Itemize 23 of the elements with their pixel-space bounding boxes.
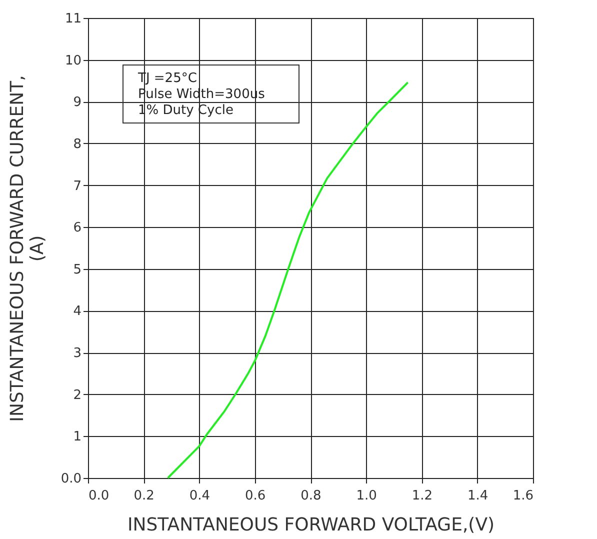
y-tick-label: 11 [64,12,82,26]
y-axis-title: INSTANTANEOUS FORWARD CURRENT, (A) [6,75,48,422]
x-tick-label: 1.0 [356,488,377,504]
x-tick-label: 0.0 [88,488,110,504]
y-tick-label: 7 [73,178,82,194]
x-tick-label: 0.4 [189,488,210,504]
y-tick-label: 10 [64,53,82,68]
x-tick-label: 0.6 [245,488,266,504]
y-tick-label: 0.0 [60,472,82,486]
x-axis-title: INSTANTANEOUS FORWARD VOLTAGE,(V) [127,514,495,536]
x-tick-label: 0.8 [300,488,322,504]
x-tick-label: 1.2 [412,488,433,504]
y-tick-label: 8 [73,136,82,152]
y-tick-label: 1 [73,430,82,445]
y-tick-label: 4 [73,304,82,320]
y-tick-label: 6 [73,220,82,236]
y-tick-label: 2 [73,388,82,403]
x-tick-label: 1.6 [512,488,534,504]
y-tick-label: 5 [73,262,82,278]
y-tick-label: 9 [73,95,82,110]
y-tick-label: 3 [73,346,82,362]
x-tick-label: 0.2 [134,488,154,504]
x-tick-label: 1.4 [468,488,488,504]
